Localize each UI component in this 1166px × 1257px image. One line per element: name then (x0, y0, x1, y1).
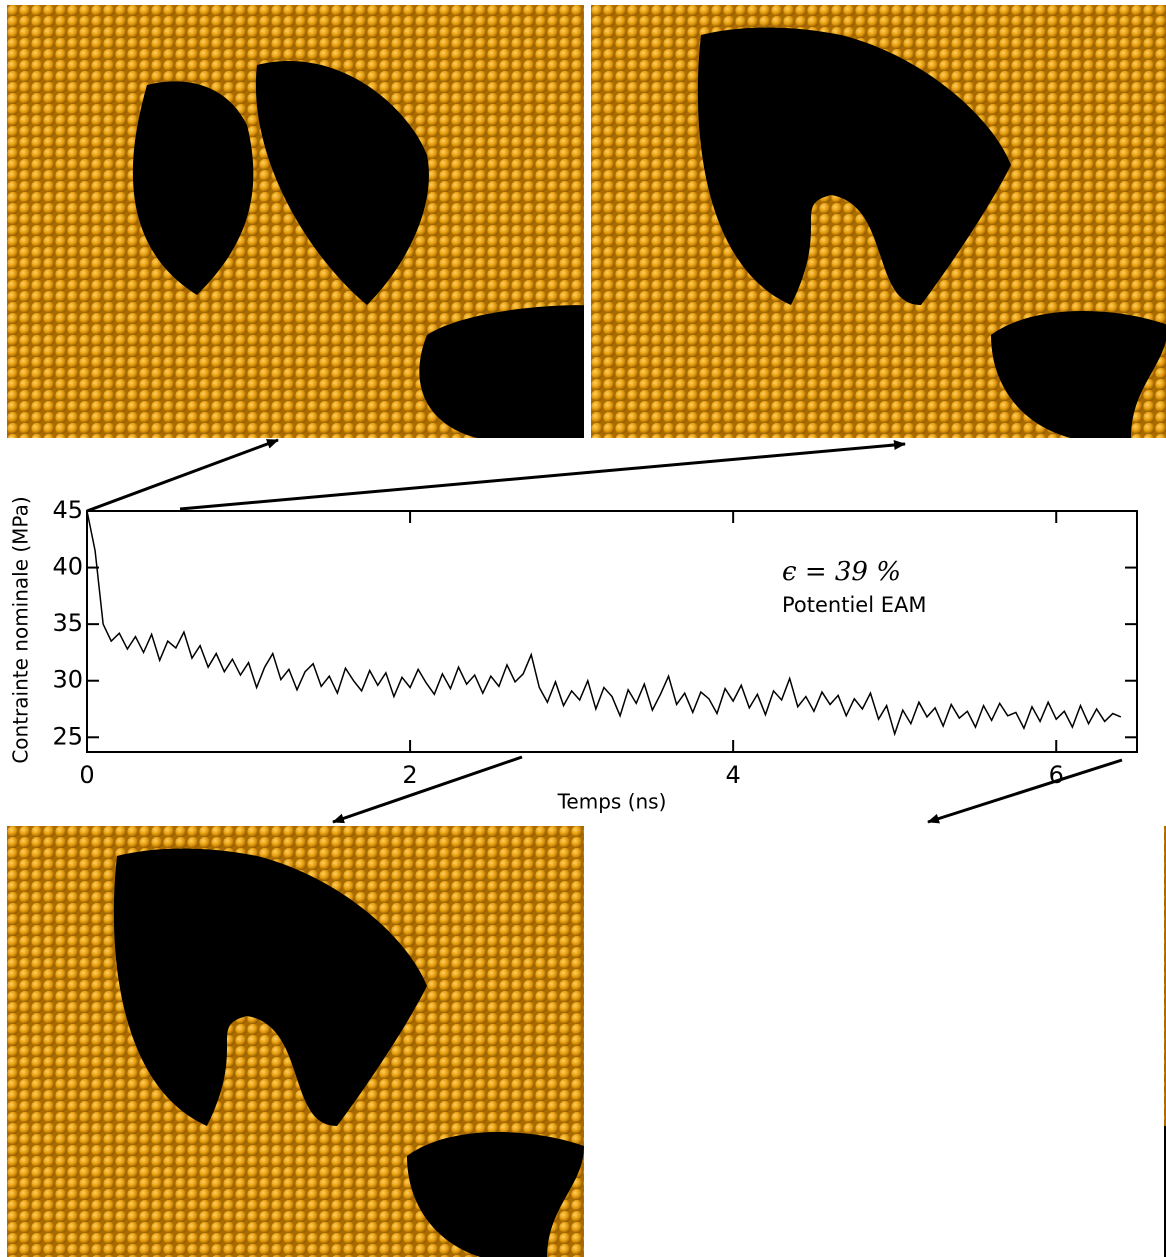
simulation-snapshot (591, 5, 1166, 438)
y-axis-label: Contrainte nominale (MPa) (9, 496, 33, 763)
arrows (86, 438, 1123, 824)
x-tick-label: 0 (79, 761, 94, 789)
y-tick-label: 30 (52, 666, 83, 694)
simulation-snapshot (7, 826, 584, 1257)
y-tick-label: 45 (52, 496, 83, 524)
x-tick-label: 2 (402, 761, 417, 789)
y-tick-label: 40 (52, 553, 83, 581)
y-tick-label: 25 (52, 722, 83, 750)
x-tick-label: 6 (1049, 761, 1064, 789)
y-tick-label: 35 (52, 609, 83, 637)
annotation: ϵ = 39 % (782, 557, 901, 587)
annotation: Potentiel EAM (782, 593, 926, 617)
x-axis-label: Temps (ns) (557, 790, 667, 814)
x-tick-label: 4 (726, 761, 741, 789)
stress-line (86, 510, 1122, 737)
simulation-snapshot (7, 5, 584, 438)
plot-frame (86, 510, 1138, 753)
